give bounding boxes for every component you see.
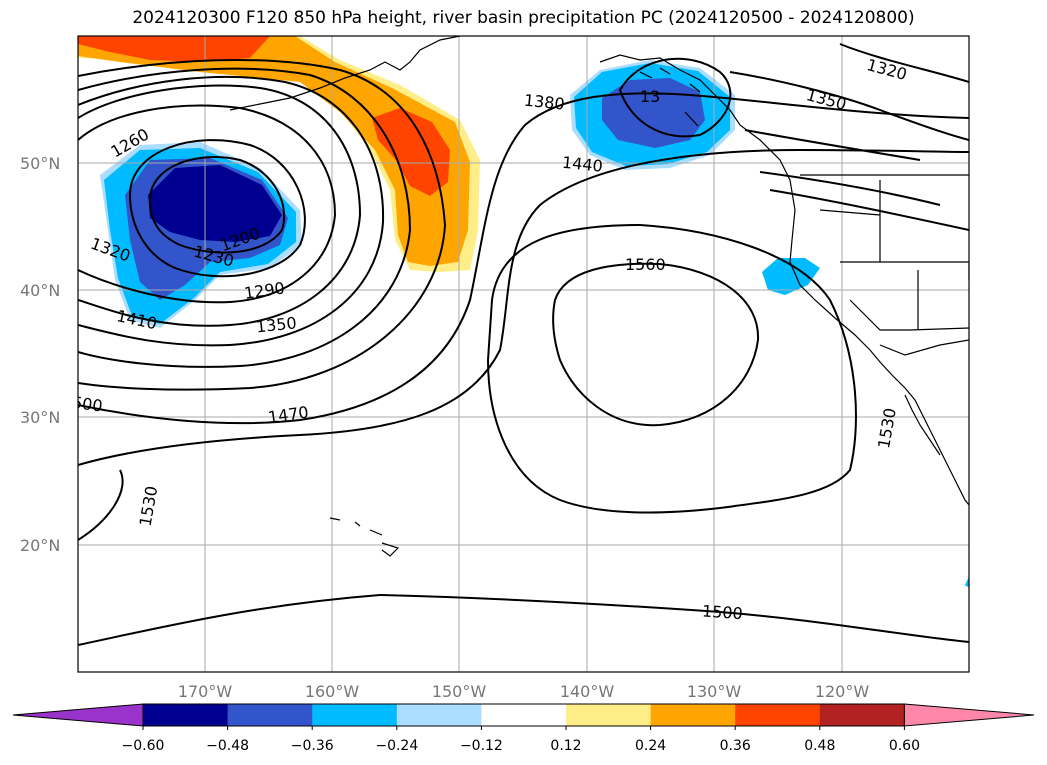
- contour-label: 1470: [267, 402, 310, 426]
- colorbar-extend-low: [12, 703, 144, 727]
- lat-label: 50°N: [20, 154, 60, 173]
- negative-anomaly-area: [602, 78, 705, 148]
- colorbar-tick-label: −0.60: [122, 738, 165, 754]
- coastlines: [229, 36, 969, 557]
- precip-shading: [78, 36, 969, 588]
- colorbar-segment: [312, 704, 398, 726]
- map-title: 2024120300 F120 850 hPa height, river ba…: [132, 8, 915, 28]
- colorbar-tick-label: −0.24: [375, 738, 418, 754]
- colorbar: −0.60 −0.48 −0.36 −0.24 −0.12 0.12 0.24 0.36 0.4…: [12, 703, 1035, 754]
- colorbar-tick-label: 0.24: [635, 738, 666, 754]
- colorbar-segment: [566, 704, 652, 726]
- colorbar-segment: [227, 704, 313, 726]
- contour-label: 1350: [255, 313, 297, 336]
- positive-anomaly-area: [78, 36, 470, 266]
- negative-anomaly-area: [762, 258, 820, 295]
- contour-label: 1530: [874, 406, 900, 449]
- negative-anomaly-area: [965, 576, 969, 588]
- colorbar-tick-label: −0.12: [460, 738, 503, 754]
- contour-label: 500: [71, 393, 104, 416]
- lon-label: 160°W: [305, 682, 360, 701]
- graticule: [78, 36, 969, 672]
- colorbar-tick-label: 0.60: [889, 738, 920, 754]
- contour-label: 13: [640, 87, 660, 106]
- colorbar-frame: [142, 703, 905, 727]
- positive-anomaly-area: [372, 108, 450, 196]
- contour-label: 1320: [865, 55, 909, 84]
- contour-label: 1440: [561, 153, 603, 176]
- colorbar-extend-high: [903, 703, 1035, 727]
- colorbar-tick-label: −0.48: [206, 738, 249, 754]
- colorbar-segment: [481, 704, 567, 726]
- map-frame: [77, 35, 970, 673]
- contour-label: 1380: [523, 91, 565, 114]
- colorbar-segment: [396, 704, 482, 726]
- colorbar-segment: [819, 704, 905, 726]
- lat-label: 20°N: [20, 536, 60, 555]
- lat-label: 40°N: [20, 281, 60, 300]
- contour-label: 1530: [136, 484, 162, 527]
- lat-label: 30°N: [20, 408, 60, 427]
- longitude-labels: 170°W 160°W 150°W 140°W 130°W 120°W: [178, 682, 870, 701]
- contour-label: 1290: [243, 278, 286, 302]
- latitude-labels: 50°N 40°N 30°N 20°N: [20, 154, 60, 555]
- lon-label: 170°W: [178, 682, 233, 701]
- colorbar-tick-label: 0.48: [804, 738, 835, 754]
- colorbar-tick-label: 0.12: [550, 738, 581, 754]
- colorbar-tick-label: 0.36: [720, 738, 751, 754]
- contour-label: 1500: [701, 601, 743, 623]
- negative-anomaly-area: [148, 165, 282, 242]
- positive-anomaly-area: [78, 36, 270, 62]
- lon-label: 120°W: [815, 682, 870, 701]
- colorbar-segment: [143, 704, 229, 726]
- lon-label: 130°W: [687, 682, 742, 701]
- lon-label: 140°W: [560, 682, 615, 701]
- height-contours: [78, 43, 969, 646]
- colorbar-segment: [650, 704, 736, 726]
- lon-label: 150°W: [432, 682, 487, 701]
- contour-label: 1560: [625, 255, 666, 274]
- colorbar-tick-label: −0.36: [291, 738, 334, 754]
- colorbar-segment: [735, 704, 821, 726]
